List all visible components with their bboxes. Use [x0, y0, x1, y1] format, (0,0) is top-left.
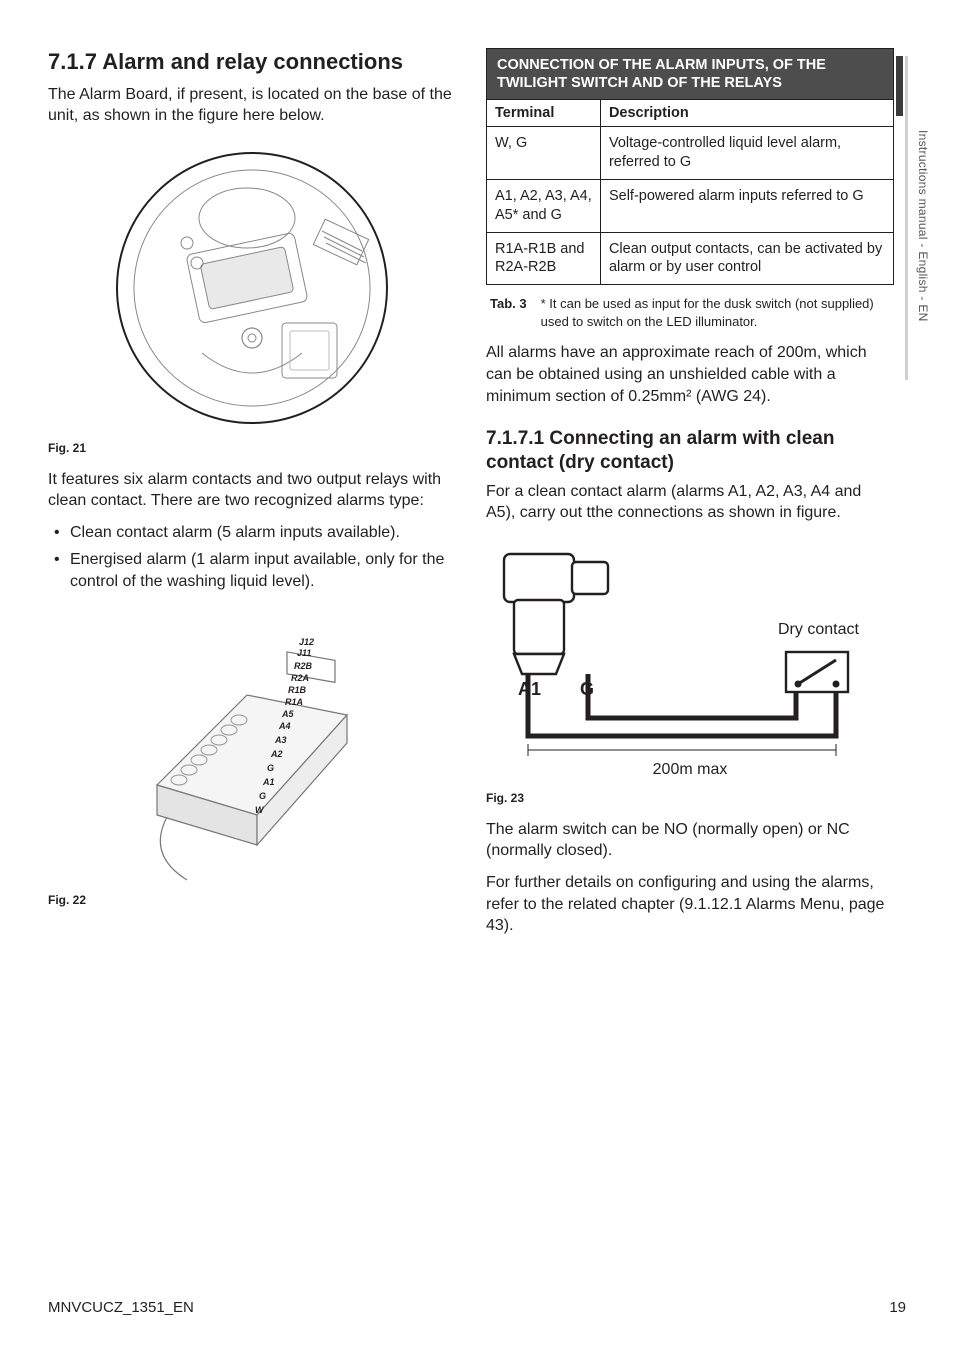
doc-id: MNVCUCZ_1351_EN: [48, 1299, 194, 1316]
list-item: Energised alarm (1 alarm input available…: [48, 549, 456, 592]
figure-23: A1 G Dry contact 200m max: [486, 540, 894, 779]
table-title: CONNECTION OF THE ALARM INPUTS, OF THE T…: [487, 49, 894, 100]
cell-terminal: A1, A2, A3, A4, A5* and G: [487, 179, 601, 232]
svg-text:A1: A1: [518, 679, 541, 699]
cell-description: Clean output contacts, can be activated …: [600, 232, 893, 285]
svg-text:J11: J11: [297, 648, 311, 658]
alarm-board-illustration-icon: [92, 143, 412, 433]
page-footer: MNVCUCZ_1351_EN 19: [48, 1299, 906, 1316]
cell-description: Voltage-controlled liquid level alarm, r…: [600, 127, 893, 180]
svg-text:J12: J12: [299, 637, 314, 647]
fig23-caption: Fig. 23: [486, 791, 894, 805]
clean-contact-paragraph: For a clean contact alarm (alarms A1, A2…: [486, 481, 894, 524]
svg-text:R2A: R2A: [291, 673, 309, 683]
cell-description: Self-powered alarm inputs referred to G: [600, 179, 893, 232]
svg-text:R2B: R2B: [294, 661, 313, 671]
svg-text:Dry contact: Dry contact: [778, 621, 859, 638]
svg-text:G: G: [259, 791, 266, 801]
cell-terminal: R1A-R1B and R2A-R2B: [487, 232, 601, 285]
table-row: R1A-R1B and R2A-R2B Clean output contact…: [487, 232, 894, 285]
connection-table: CONNECTION OF THE ALARM INPUTS, OF THE T…: [486, 48, 894, 285]
table-row: W, G Voltage-controlled liquid level ala…: [487, 127, 894, 180]
svg-text:A5: A5: [281, 709, 294, 719]
reach-paragraph: All alarms have an approximate reach of …: [486, 342, 894, 407]
right-column: CONNECTION OF THE ALARM INPUTS, OF THE T…: [486, 48, 894, 947]
svg-text:A4: A4: [278, 721, 291, 731]
further-paragraph: For further details on configuring and u…: [486, 872, 894, 937]
terminal-block-illustration-icon: J12 J11 R2B R2A R1B R1A A5 A4 A3 A2 G A1…: [127, 615, 377, 885]
subsection-heading: 7.1.7.1 Connecting an alarm with clean c…: [486, 427, 894, 475]
intro-paragraph: The Alarm Board, if present, is located …: [48, 84, 456, 127]
switch-paragraph: The alarm switch can be NO (normally ope…: [486, 819, 894, 862]
cell-terminal: W, G: [487, 127, 601, 180]
svg-text:A2: A2: [270, 749, 283, 759]
svg-text:R1B: R1B: [288, 685, 307, 695]
alarm-types-list: Clean contact alarm (5 alarm inputs avai…: [48, 522, 456, 599]
svg-text:A1: A1: [262, 777, 275, 787]
fig21-caption: Fig. 21: [48, 441, 456, 455]
svg-text:R1A: R1A: [285, 697, 303, 707]
col-head-terminal: Terminal: [487, 100, 601, 127]
dry-contact-diagram-icon: A1 G Dry contact: [486, 540, 894, 760]
features-paragraph: It features six alarm contacts and two o…: [48, 469, 456, 512]
left-column: 7.1.7 Alarm and relay connections The Al…: [48, 48, 456, 947]
figure-21: [48, 143, 456, 433]
svg-text:A3: A3: [274, 735, 287, 745]
section-heading: 7.1.7 Alarm and relay connections: [48, 48, 456, 76]
table-row: A1, A2, A3, A4, A5* and G Self-powered a…: [487, 179, 894, 232]
fig22-caption: Fig. 22: [48, 893, 456, 907]
fig23-distance: 200m max: [486, 761, 894, 779]
tab3-caption: Tab. 3 * It can be used as input for the…: [486, 295, 894, 330]
side-label: Instructions manual - English - EN: [916, 130, 930, 322]
page-number: 19: [889, 1299, 906, 1316]
svg-text:G: G: [580, 679, 594, 699]
tab3-label: Tab. 3: [490, 295, 527, 330]
figure-22: J12 J11 R2B R2A R1B R1A A5 A4 A3 A2 G A1…: [48, 615, 456, 885]
svg-text:G: G: [267, 763, 274, 773]
list-item: Clean contact alarm (5 alarm inputs avai…: [48, 522, 456, 544]
col-head-description: Description: [600, 100, 893, 127]
tab3-note: * It can be used as input for the dusk s…: [541, 295, 890, 330]
